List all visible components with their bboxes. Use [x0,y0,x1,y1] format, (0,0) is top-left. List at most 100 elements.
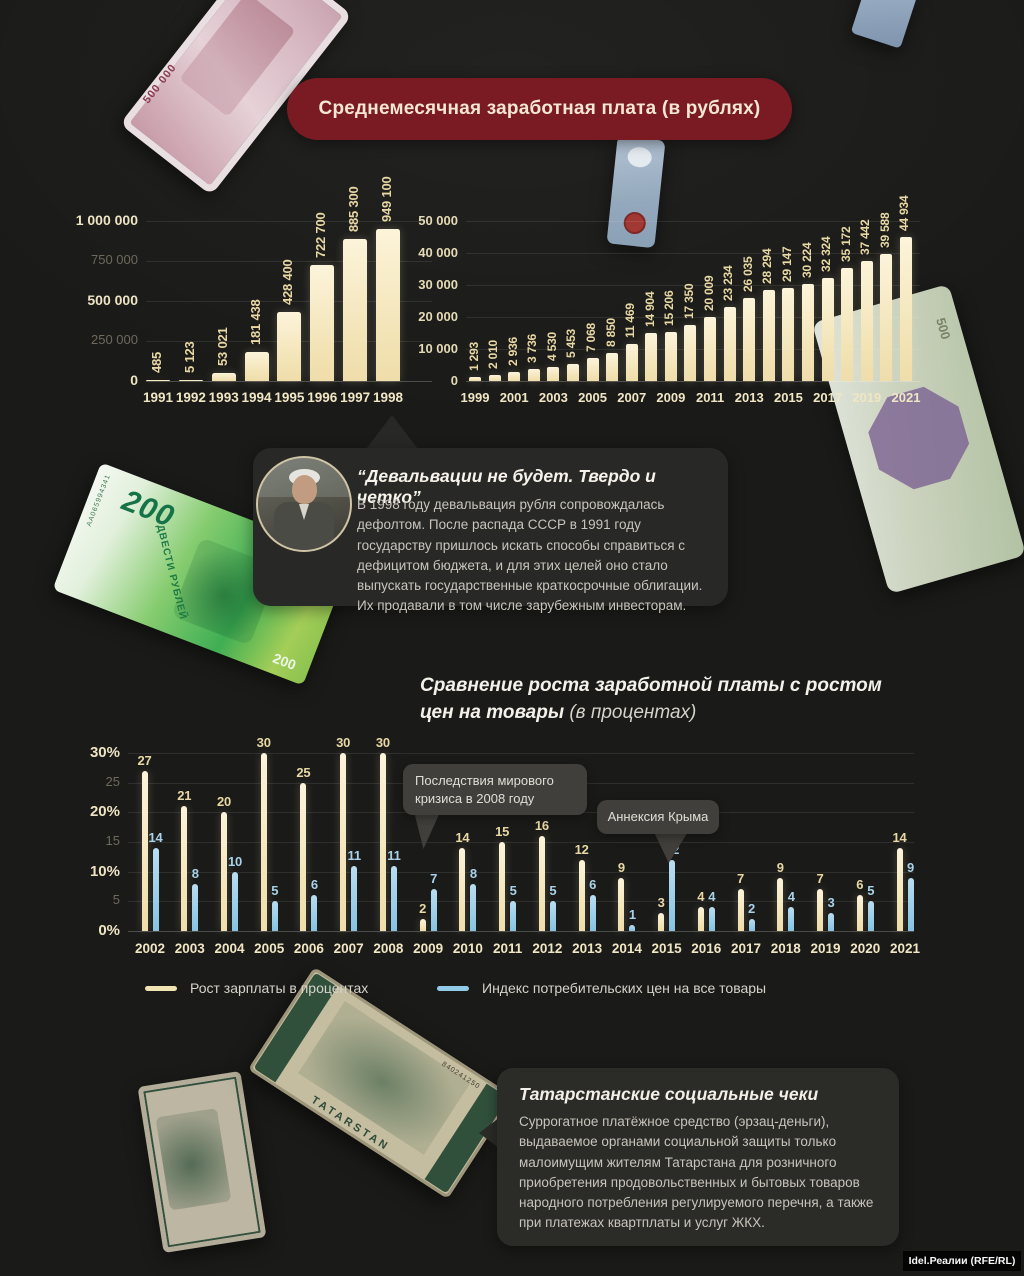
bar-value-1993: 53 021 [214,326,230,366]
wage-bar-2009 [419,919,426,931]
bar-value-1995: 428 400 [280,259,296,306]
bar-value-2000: 2 010 [486,339,501,369]
bar-1996 [310,265,335,381]
bar-2018 [841,268,854,381]
bar-1999 [469,376,481,381]
bar-2001 [508,371,521,381]
x-axis-tick: 2011 [492,941,523,956]
gridline [466,381,920,382]
cpi-value-2006: 6 [310,877,318,893]
portrait-face [292,475,317,504]
wage-value-2006: 25 [296,764,311,780]
banknote-200-value: 200 [117,484,179,534]
bar-value-2017: 32 324 [819,236,834,272]
bar-2000 [488,374,501,381]
bar-2003 [547,366,560,381]
x-axis-tick: 2021 [891,390,921,405]
y-axis-tick: 25 [105,773,120,789]
cpi-value-2019: 3 [827,895,835,911]
bar-value-2012: 23 234 [721,265,736,301]
bar-1997 [343,239,368,381]
x-axis-tick: 1997 [340,390,371,405]
x-axis-tick: 1999 [460,390,490,405]
x-axis-tick: 1991 [142,390,174,405]
cpi-bar-2007 [351,865,358,931]
bar-value-2011: 20 009 [701,275,716,311]
x-axis-tick: 2006 [293,941,324,956]
cpi-value-2007: 11 [347,847,362,863]
x-axis-tick: 2001 [499,390,529,405]
bar-value-2003: 4 530 [544,331,559,361]
bar-value-1996: 722 700 [313,212,329,259]
cpi-value-2008: 11 [387,847,401,863]
check-engraving [155,1108,232,1211]
banknote-small-blue [850,0,918,49]
bar-2017 [821,277,834,381]
cpi-bar-2014 [629,925,636,931]
bar-2021 [899,237,912,381]
social-box-body: Суррогатное платёжное средство (эрзац-де… [519,1114,874,1231]
cpi-bar-2003 [192,883,199,931]
chart-wage-vs-cpi-2002-2021: 30% 25 20% 15 10% 5 0% 27 14 2002 21 8 2003 20 10 2004 3… [90,735,920,956]
y-axis-tick: 10% [89,862,120,880]
quote-box-tail [366,415,418,449]
cpi-value-2009: 7 [430,871,438,887]
banknote-200-small-value: 200 [270,649,299,674]
legend-swatch-cpi [437,986,469,991]
x-axis-tick: 1994 [241,390,272,405]
bar-2008 [645,333,658,381]
x-axis-tick: 2021 [889,941,921,956]
x-axis-tick: 1998 [372,390,403,405]
x-axis-tick: 2009 [413,941,444,956]
cpi-bar-2015 [669,859,676,931]
gridline [466,285,920,286]
x-axis-tick: 1996 [307,390,338,405]
x-axis-tick: 2016 [691,941,722,956]
wage-value-2019: 7 [816,871,824,887]
bar-value-1991: 485 [149,351,164,373]
y-axis-tick: 40 000 [418,245,458,260]
wage-value-2011: 15 [495,824,510,839]
x-axis-tick: 2019 [852,390,882,405]
cpi-bar-2009 [430,889,437,931]
bar-value-1992: 5 123 [181,340,197,373]
bar-2012 [723,306,736,381]
wage-value-2020: 6 [856,877,864,893]
y-axis-tick: 10 000 [418,341,458,356]
bar-value-2009: 15 206 [662,290,677,327]
bar-value-2007: 11 469 [623,303,638,339]
wage-bar-2018 [777,877,784,931]
cpi-value-2020: 5 [867,883,875,899]
gridline [128,842,914,843]
y-axis-tick: 0 [130,372,138,388]
bar-1991 [146,379,170,381]
wage-bar-2004 [220,812,227,931]
y-axis-tick: 30% [89,744,120,761]
cpi-bar-2013 [589,895,596,931]
bar-value-2016: 30 224 [799,242,814,279]
banknote-200-text: ДВЕСТИ РУБЛЕЙ [154,523,189,622]
bar-2011 [704,316,717,381]
callout-crimea: Аннексия Крыма [597,800,719,834]
bar-1992 [178,379,203,381]
section2-title-line2-bold: цен на товары [420,702,565,723]
tatarstan-check-small [137,1070,267,1254]
bar-2002 [527,369,540,381]
cpi-value-2012: 5 [549,883,557,899]
cpi-value-2005: 5 [271,883,279,899]
bar-2005 [586,358,599,381]
wage-value-2005: 30 [256,735,271,750]
wage-value-2012: 16 [534,818,549,834]
bar-2016 [802,284,815,381]
wage-value-2014: 9 [617,859,625,875]
x-axis-tick: 2014 [611,941,642,956]
bar-2007 [625,344,638,381]
bar-value-2006: 8 850 [603,317,618,347]
y-axis-tick: 20 000 [418,309,458,324]
bar-value-2005: 7 068 [584,323,599,353]
cpi-bar-2017 [748,919,755,931]
gridline [128,871,914,873]
cpi-bar-2005 [271,901,278,931]
legend-label-wages: Рост зарплаты в процентах [190,980,369,996]
y-axis-tick: 50 000 [418,213,458,228]
